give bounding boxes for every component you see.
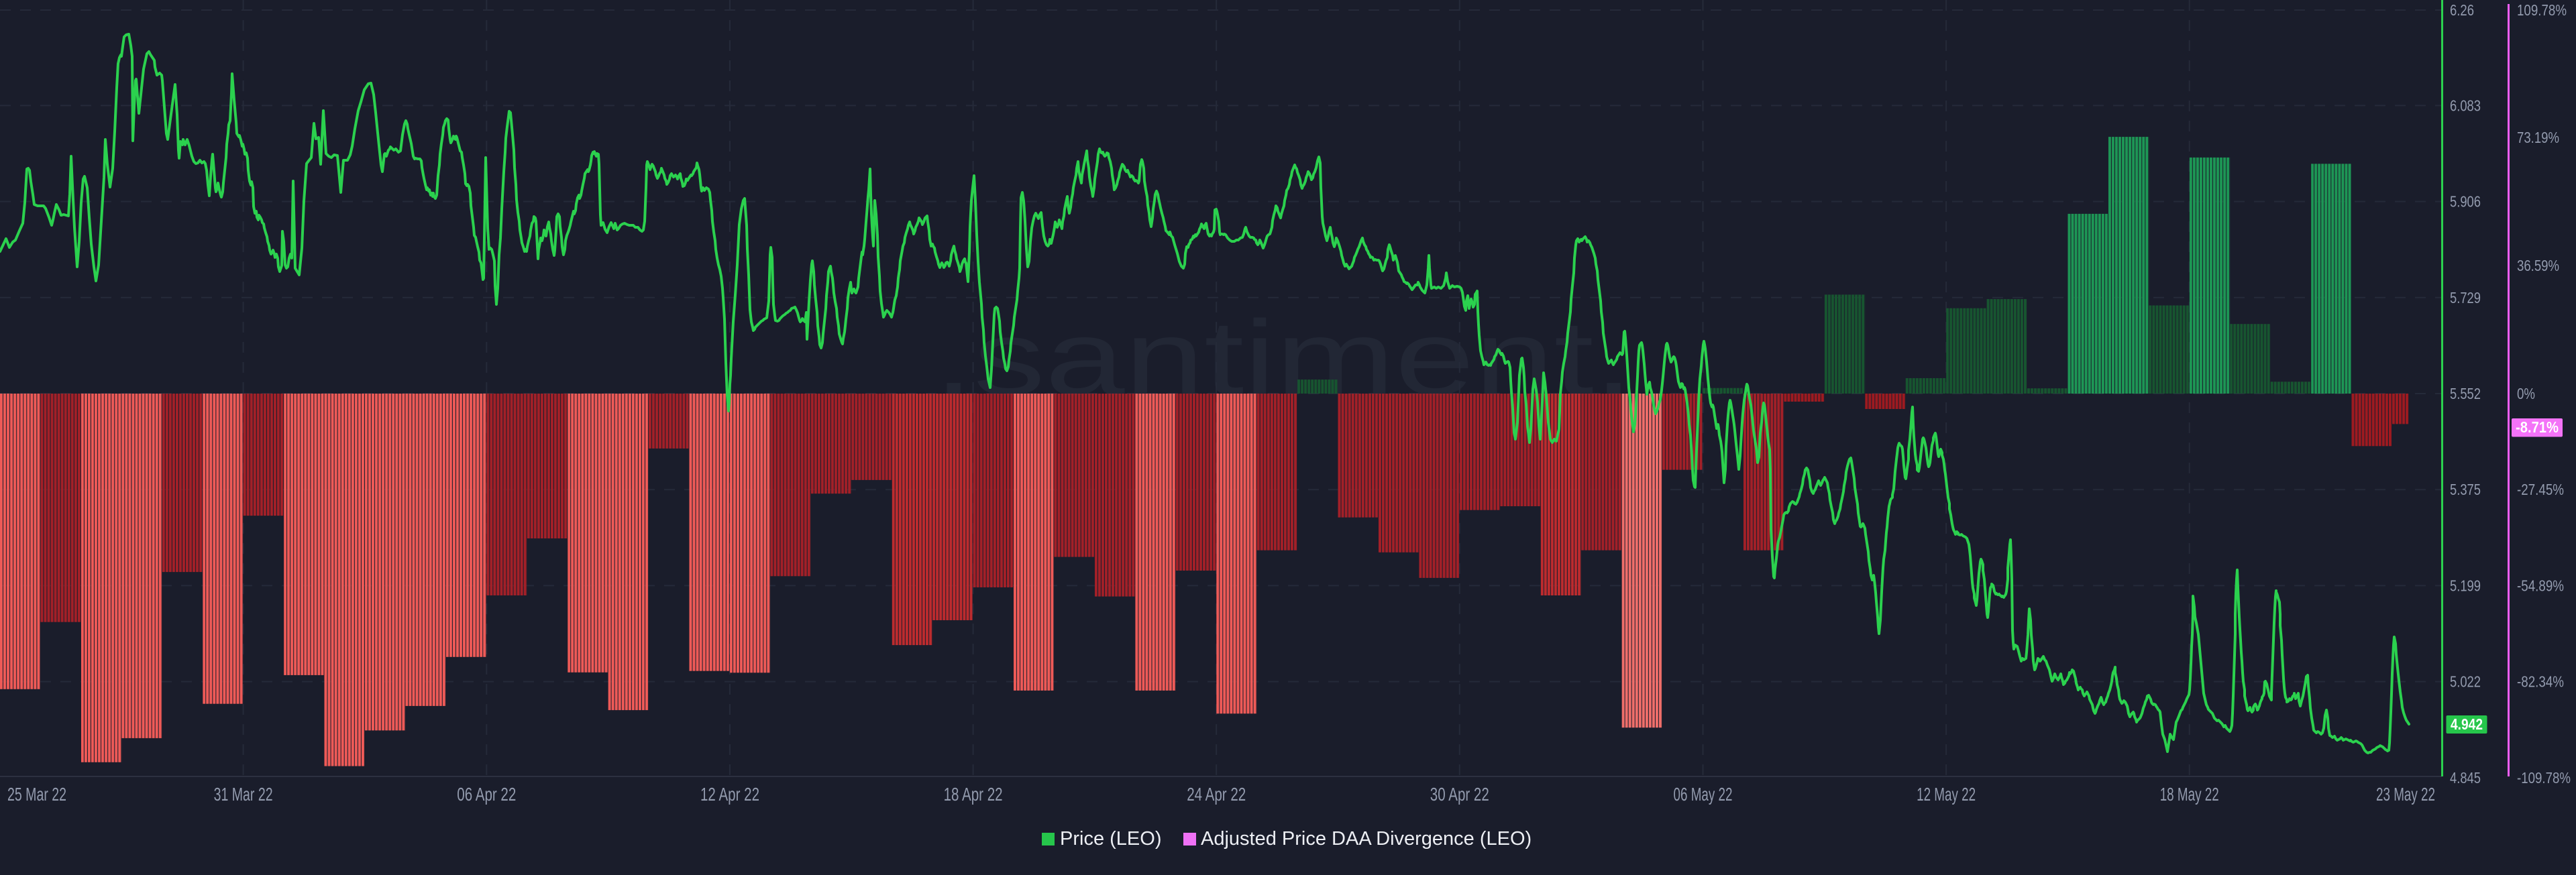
- svg-text:31 Mar 22: 31 Mar 22: [214, 784, 273, 805]
- svg-text:5.199: 5.199: [2450, 577, 2481, 594]
- svg-text:12 May 22: 12 May 22: [1917, 784, 1976, 805]
- svg-text:25 Mar 22: 25 Mar 22: [7, 784, 66, 805]
- svg-text:06 Apr 22: 06 Apr 22: [457, 784, 516, 805]
- svg-text:06 May 22: 06 May 22: [1674, 784, 1733, 805]
- svg-text:-8.71%: -8.71%: [2516, 418, 2559, 436]
- svg-text:23 May 22: 23 May 22: [2376, 784, 2435, 805]
- svg-text:24 Apr 22: 24 Apr 22: [1187, 784, 1246, 805]
- svg-text:73.19%: 73.19%: [2517, 129, 2559, 146]
- svg-text:-27.45%: -27.45%: [2517, 481, 2564, 498]
- svg-text:109.78%: 109.78%: [2517, 1, 2567, 19]
- svg-text:Price (LEO): Price (LEO): [1060, 828, 1161, 850]
- svg-text:18 Apr 22: 18 Apr 22: [944, 784, 1003, 805]
- svg-text:-54.89%: -54.89%: [2517, 577, 2564, 594]
- svg-text:4.942: 4.942: [2451, 715, 2483, 733]
- svg-text:6.083: 6.083: [2450, 97, 2481, 114]
- svg-text:5.552: 5.552: [2450, 385, 2481, 402]
- svg-text:30 Apr 22: 30 Apr 22: [1430, 784, 1489, 805]
- svg-text:5.729: 5.729: [2450, 289, 2481, 306]
- svg-text:5.375: 5.375: [2450, 481, 2481, 498]
- svg-text:6.26: 6.26: [2450, 1, 2474, 19]
- svg-text:12 Apr 22: 12 Apr 22: [700, 784, 759, 805]
- svg-text:-109.78%: -109.78%: [2517, 769, 2571, 786]
- svg-text:-82.34%: -82.34%: [2517, 673, 2564, 691]
- svg-text:Adjusted Price DAA Divergence: Adjusted Price DAA Divergence (LEO): [1201, 828, 1532, 850]
- svg-text:36.59%: 36.59%: [2517, 257, 2559, 274]
- svg-text:5.022: 5.022: [2450, 673, 2481, 691]
- svg-text:18 May 22: 18 May 22: [2160, 784, 2219, 805]
- svg-text:4.845: 4.845: [2450, 769, 2481, 786]
- svg-text:5.906: 5.906: [2450, 193, 2481, 211]
- svg-text:0%: 0%: [2517, 385, 2535, 402]
